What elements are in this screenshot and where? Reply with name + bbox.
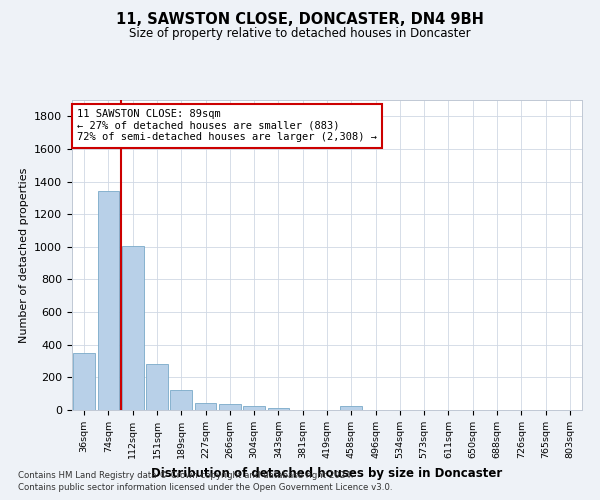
Bar [194, 404, 217, 410]
Bar [340, 406, 362, 410]
Bar [122, 246, 143, 410]
Text: 11 SAWSTON CLOSE: 89sqm
← 27% of detached houses are smaller (883)
72% of semi-d: 11 SAWSTON CLOSE: 89sqm ← 27% of detache… [77, 110, 377, 142]
Bar [73, 353, 95, 410]
Bar [97, 192, 119, 410]
X-axis label: Distribution of detached houses by size in Doncaster: Distribution of detached houses by size … [151, 466, 503, 479]
Bar [170, 390, 192, 410]
Text: Contains public sector information licensed under the Open Government Licence v3: Contains public sector information licen… [18, 484, 392, 492]
Bar [146, 364, 168, 410]
Text: 11, SAWSTON CLOSE, DONCASTER, DN4 9BH: 11, SAWSTON CLOSE, DONCASTER, DN4 9BH [116, 12, 484, 28]
Bar [268, 408, 289, 410]
Bar [243, 406, 265, 410]
Y-axis label: Number of detached properties: Number of detached properties [19, 168, 29, 342]
Text: Size of property relative to detached houses in Doncaster: Size of property relative to detached ho… [129, 28, 471, 40]
Text: Contains HM Land Registry data © Crown copyright and database right 2024.: Contains HM Land Registry data © Crown c… [18, 471, 353, 480]
Bar [219, 404, 241, 410]
